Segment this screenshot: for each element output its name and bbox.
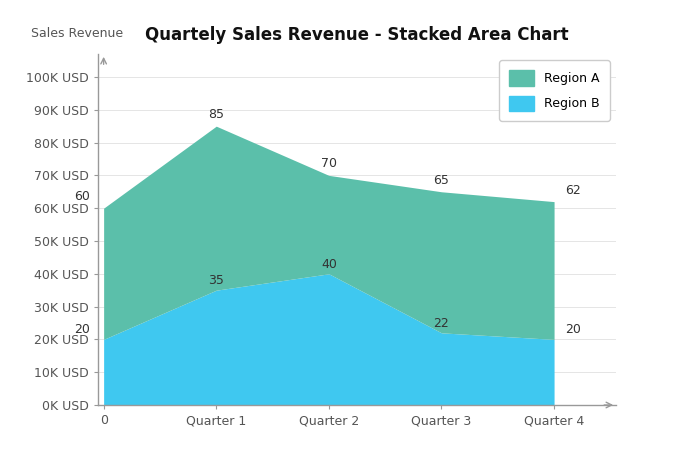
- Text: 20: 20: [74, 323, 90, 336]
- Text: 85: 85: [208, 108, 224, 121]
- Text: 20: 20: [566, 323, 581, 336]
- Text: 70: 70: [321, 158, 337, 171]
- Text: 40: 40: [321, 257, 337, 270]
- Text: 35: 35: [209, 274, 224, 287]
- Text: 22: 22: [433, 316, 449, 329]
- Title: Quartely Sales Revenue - Stacked Area Chart: Quartely Sales Revenue - Stacked Area Ch…: [145, 26, 569, 44]
- Text: 62: 62: [566, 184, 581, 197]
- Legend: Region A, Region B: Region A, Region B: [499, 60, 610, 121]
- Text: 60: 60: [74, 190, 90, 203]
- Text: Sales Revenue: Sales Revenue: [31, 27, 122, 40]
- Text: 65: 65: [433, 174, 449, 187]
